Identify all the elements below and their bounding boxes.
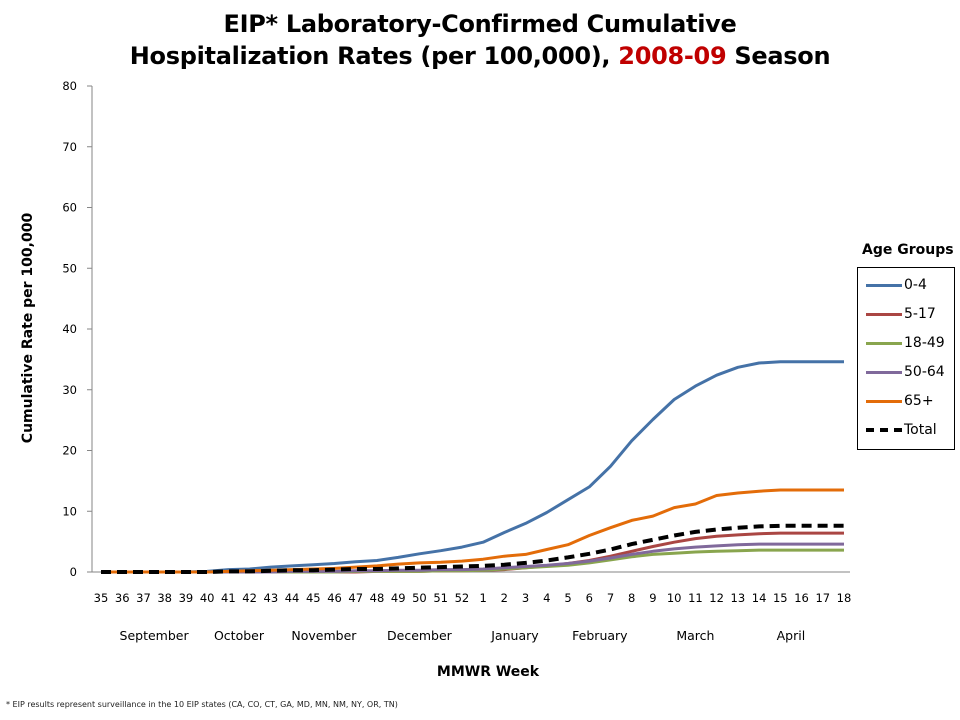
legend-item: 5-17	[866, 303, 936, 325]
legend-swatch	[866, 428, 902, 432]
month-label: January	[490, 628, 539, 643]
x-tick-label: 8	[628, 591, 635, 605]
y-tick-label: 30	[62, 383, 77, 397]
y-tick-label: 80	[62, 79, 77, 93]
x-tick-label: 13	[731, 591, 746, 605]
x-tick-label: 4	[543, 591, 550, 605]
chart-title-line2-prefix: Hospitalization Rates (per 100,000),	[129, 42, 619, 70]
legend-swatch	[866, 399, 902, 403]
x-tick-label: 50	[412, 591, 427, 605]
legend-swatch	[866, 312, 902, 316]
month-label: October	[214, 628, 265, 643]
x-tick-label: 51	[433, 591, 448, 605]
x-tick-label: 43	[264, 591, 279, 605]
x-tick-label: 10	[667, 591, 682, 605]
legend-item: 0-4	[866, 274, 927, 296]
y-tick-label: 50	[62, 261, 77, 275]
x-tick-label: 49	[391, 591, 406, 605]
x-tick-label: 14	[752, 591, 767, 605]
legend-label: 65+	[904, 393, 934, 409]
legend-item: 50-64	[866, 361, 945, 383]
month-label: March	[676, 628, 714, 643]
legend-label: Total	[904, 422, 937, 438]
x-tick-label: 7	[607, 591, 614, 605]
legend-swatch	[866, 341, 902, 345]
legend-label: 5-17	[904, 306, 936, 322]
month-label: November	[291, 628, 357, 643]
series-line-0-4	[101, 360, 844, 574]
legend: 0-4 5-17 18-49 50-64 65+ Total	[857, 267, 955, 450]
y-tick-label: 70	[62, 140, 77, 154]
legend-item: 65+	[866, 390, 934, 412]
x-tick-label: 44	[285, 591, 300, 605]
y-tick-label: 20	[62, 444, 77, 458]
x-tick-label: 42	[242, 591, 257, 605]
month-label: April	[777, 628, 806, 643]
legend-label: 18-49	[904, 335, 945, 351]
series-line-65plus	[101, 488, 844, 574]
x-tick-label: 12	[709, 591, 724, 605]
month-label: December	[387, 628, 453, 643]
x-tick-label: 11	[688, 591, 703, 605]
x-tick-label: 6	[586, 591, 593, 605]
legend-label: 0-4	[904, 277, 927, 293]
x-tick-label: 35	[94, 591, 109, 605]
x-tick-label: 16	[794, 591, 809, 605]
y-tick-label: 40	[62, 322, 77, 336]
y-tick-label: 10	[62, 504, 77, 518]
series-line-total	[101, 523, 844, 574]
x-tick-label: 38	[157, 591, 172, 605]
series-layer	[101, 360, 844, 574]
month-label: September	[120, 628, 190, 643]
chart-title: EIP* Laboratory-Confirmed Cumulative Hos…	[0, 8, 960, 72]
footnote: * EIP results represent surveillance in …	[6, 700, 398, 709]
y-axis: 0 10 20 30 40 50 60 70 80	[62, 79, 93, 579]
chart-title-line2-suffix: Season	[726, 42, 831, 70]
y-tick-label: 0	[70, 565, 77, 579]
x-tick-label: 45	[306, 591, 321, 605]
x-tick-label: 47	[348, 591, 363, 605]
y-axis-title: Cumulative Rate per 100,000	[20, 213, 36, 444]
x-tick-label: 40	[200, 591, 215, 605]
legend-item: 18-49	[866, 332, 945, 354]
x-tick-label: 1	[479, 591, 486, 605]
x-tick-label: 41	[221, 591, 236, 605]
chart-title-line1: EIP* Laboratory-Confirmed Cumulative	[223, 10, 737, 38]
x-tick-label: 3	[522, 591, 529, 605]
x-axis-title: MMWR Week	[437, 664, 540, 680]
x-tick-label: 52	[455, 591, 470, 605]
x-tick-label: 39	[179, 591, 194, 605]
x-tick-label: 46	[327, 591, 342, 605]
x-tick-label: 18	[837, 591, 852, 605]
chart-title-season-highlight: 2008-09	[618, 42, 727, 70]
x-tick-label: 5	[564, 591, 571, 605]
x-tick-label: 9	[649, 591, 656, 605]
x-tick-label: 48	[370, 591, 385, 605]
x-tick-label: 17	[815, 591, 830, 605]
x-tick-label: 37	[136, 591, 151, 605]
month-label: February	[572, 628, 628, 643]
legend-title: Age Groups	[862, 242, 954, 258]
x-tick-label: 36	[115, 591, 130, 605]
legend-swatch	[866, 283, 902, 287]
x-tick-label: 15	[773, 591, 788, 605]
legend-item: Total	[866, 419, 937, 441]
x-tick-label: 2	[501, 591, 508, 605]
x-axis: 35 36 37 38 39 40 41 42 43 44 45 46 47 48 49 50 51 52 1 2 3 4…	[92, 571, 852, 643]
legend-swatch	[866, 370, 902, 374]
legend-label: 50-64	[904, 364, 945, 380]
chart-title-line2: Hospitalization Rates (per 100,000), 200…	[0, 40, 960, 72]
y-tick-label: 60	[62, 201, 77, 215]
